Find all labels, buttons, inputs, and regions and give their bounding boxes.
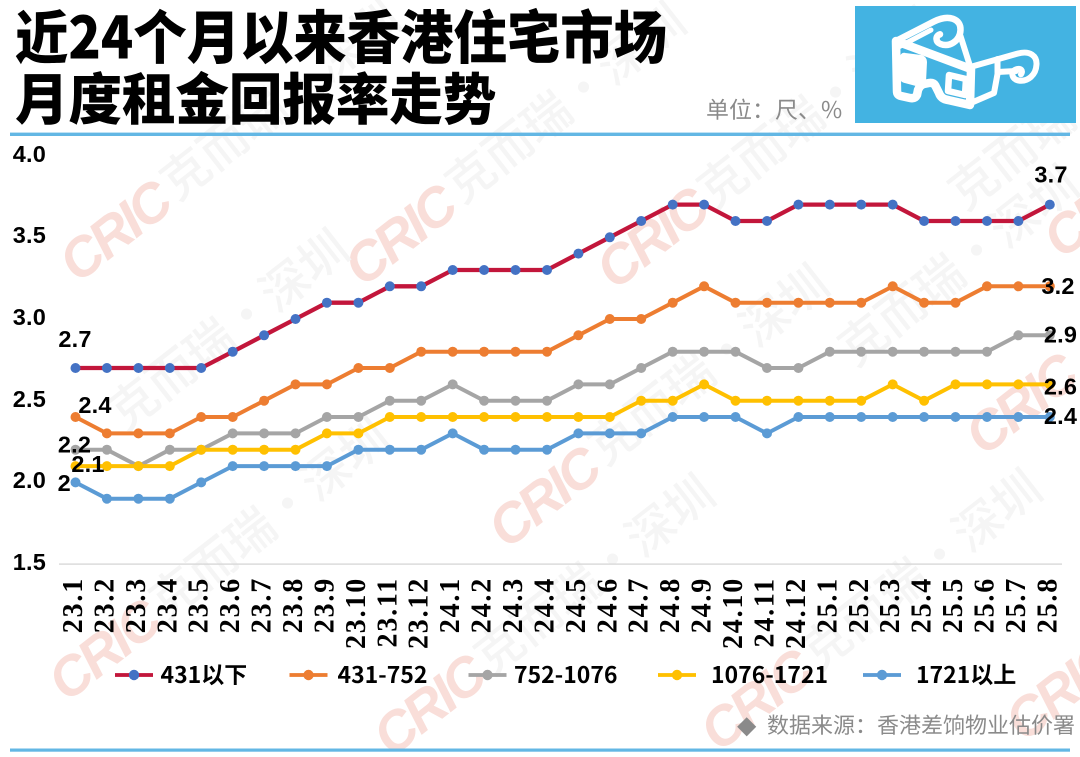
svg-text:25.5: 25.5 xyxy=(938,577,969,633)
svg-text:23.7: 23.7 xyxy=(247,577,278,633)
svg-text:2.2: 2.2 xyxy=(58,432,91,458)
svg-text:24.7: 24.7 xyxy=(624,577,655,633)
svg-text:24.2: 24.2 xyxy=(467,577,498,633)
svg-text:2.7: 2.7 xyxy=(58,326,91,352)
svg-text:23.11: 23.11 xyxy=(372,577,403,647)
svg-text:24.6: 24.6 xyxy=(592,577,623,633)
svg-text:2.4: 2.4 xyxy=(1044,403,1077,429)
svg-text:23.4: 23.4 xyxy=(152,577,183,633)
svg-text:3.0: 3.0 xyxy=(13,304,46,330)
svg-text:2: 2 xyxy=(58,470,71,496)
svg-text:23.5: 23.5 xyxy=(184,577,215,633)
svg-text:3.7: 3.7 xyxy=(1034,162,1067,188)
svg-text:3.5: 3.5 xyxy=(13,222,46,248)
svg-text:23.3: 23.3 xyxy=(121,577,152,633)
svg-text:4.0: 4.0 xyxy=(13,141,46,167)
svg-text:25.2: 25.2 xyxy=(844,577,875,633)
svg-text:25.6: 25.6 xyxy=(970,577,1001,633)
svg-text:24.11: 24.11 xyxy=(750,577,781,647)
svg-text:24.3: 24.3 xyxy=(498,577,529,633)
svg-text:23.1: 23.1 xyxy=(58,577,89,633)
svg-text:3.2: 3.2 xyxy=(1041,273,1074,299)
svg-text:25.8: 25.8 xyxy=(1032,577,1063,633)
svg-text:24.4: 24.4 xyxy=(530,577,561,633)
svg-text:24.8: 24.8 xyxy=(655,577,686,633)
svg-text:2.4: 2.4 xyxy=(78,392,111,418)
svg-text:24.12: 24.12 xyxy=(781,577,812,649)
svg-text:25.1: 25.1 xyxy=(812,577,843,633)
svg-text:2.1: 2.1 xyxy=(71,451,104,477)
svg-text:2.9: 2.9 xyxy=(1044,322,1077,348)
svg-text:23.10: 23.10 xyxy=(341,577,372,649)
svg-text:25.7: 25.7 xyxy=(1001,577,1032,633)
svg-text:2.5: 2.5 xyxy=(13,386,46,412)
svg-text:2.6: 2.6 xyxy=(1044,374,1077,400)
svg-text:2.0: 2.0 xyxy=(13,467,46,493)
svg-text:24.9: 24.9 xyxy=(687,577,718,633)
svg-text:23.8: 23.8 xyxy=(278,577,309,633)
svg-text:24.10: 24.10 xyxy=(718,577,749,649)
svg-text:23.9: 23.9 xyxy=(309,577,340,633)
svg-text:23.2: 23.2 xyxy=(89,577,120,633)
svg-text:24.1: 24.1 xyxy=(435,577,466,633)
svg-text:25.3: 25.3 xyxy=(875,577,906,633)
svg-text:23.12: 23.12 xyxy=(404,577,435,649)
svg-text:23.6: 23.6 xyxy=(215,577,246,633)
svg-text:24.5: 24.5 xyxy=(561,577,592,633)
svg-text:25.4: 25.4 xyxy=(907,577,938,633)
svg-text:1.5: 1.5 xyxy=(13,549,46,575)
